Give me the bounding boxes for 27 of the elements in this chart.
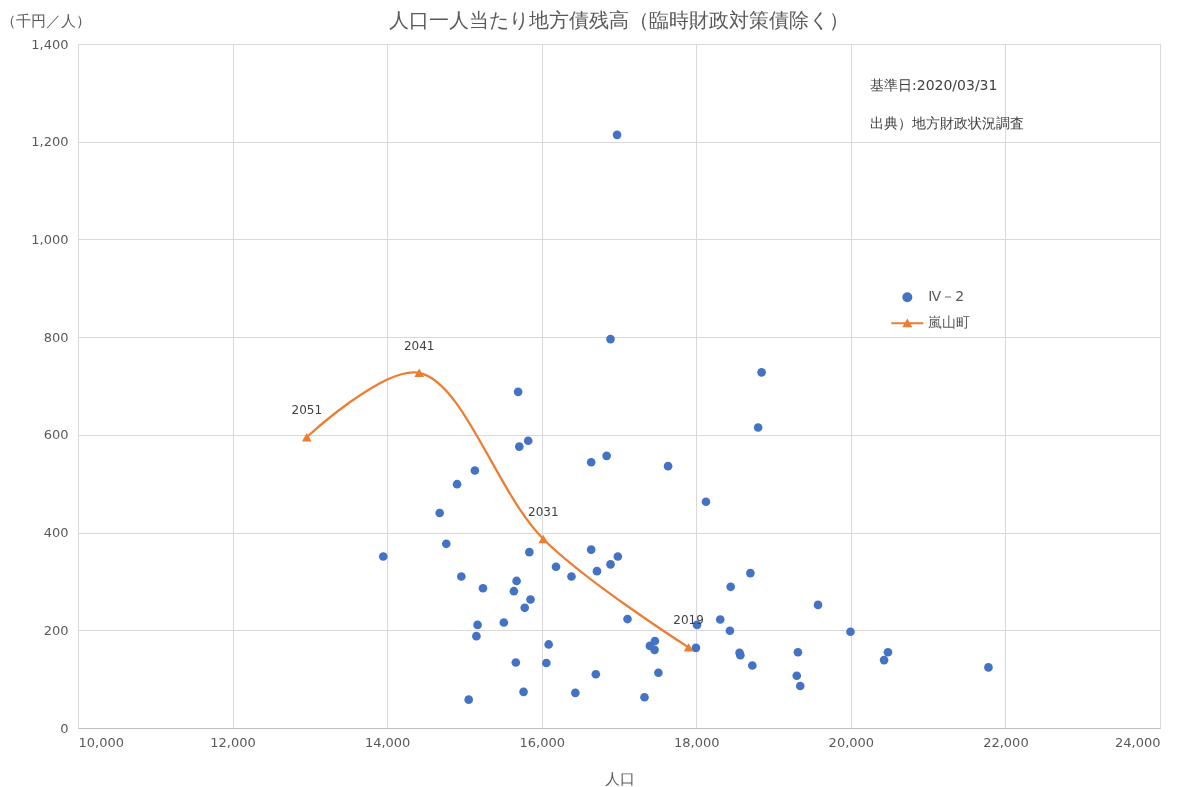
y-tick-label: 1,000	[31, 231, 69, 247]
x-tick-label: 10,000	[78, 734, 124, 750]
y-tick-label: 200	[43, 622, 69, 638]
y-tick-label: 0	[60, 720, 69, 736]
x-tick-label: 12,000	[210, 734, 256, 750]
y-axis-title: （千円／人）	[0, 11, 91, 30]
y-tick-label: 1,200	[31, 134, 69, 150]
annotation: 基準日:2020/03/31	[870, 77, 998, 93]
legend-label: Ⅳ－2	[928, 288, 965, 305]
x-axis-title: 人口	[604, 769, 635, 787]
y-tick-label: 1,400	[31, 36, 69, 52]
annotation: 出典）地方財政状況調査	[870, 115, 1025, 131]
y-tick-label: 400	[43, 525, 69, 541]
annotation: 2019	[673, 613, 704, 628]
x-tick-label: 16,000	[519, 734, 565, 750]
y-tick-label: 800	[43, 329, 69, 345]
annotation: 2051	[291, 403, 323, 418]
x-tick-label: 14,000	[364, 734, 411, 750]
y-tick-label: 600	[43, 427, 69, 443]
annotation: 2031	[527, 504, 559, 519]
x-tick-label: 22,000	[983, 734, 1029, 750]
legend-label: 嵐山町	[928, 314, 971, 331]
x-tick-label: 18,000	[674, 734, 720, 750]
x-tick-label: 24,000	[1115, 734, 1161, 750]
x-tick-label: 20,000	[828, 734, 875, 750]
chart-title: 人口一人当たり地方債残高（臨時財政対策債除く）	[389, 8, 849, 32]
annotation: 2041	[403, 338, 435, 353]
